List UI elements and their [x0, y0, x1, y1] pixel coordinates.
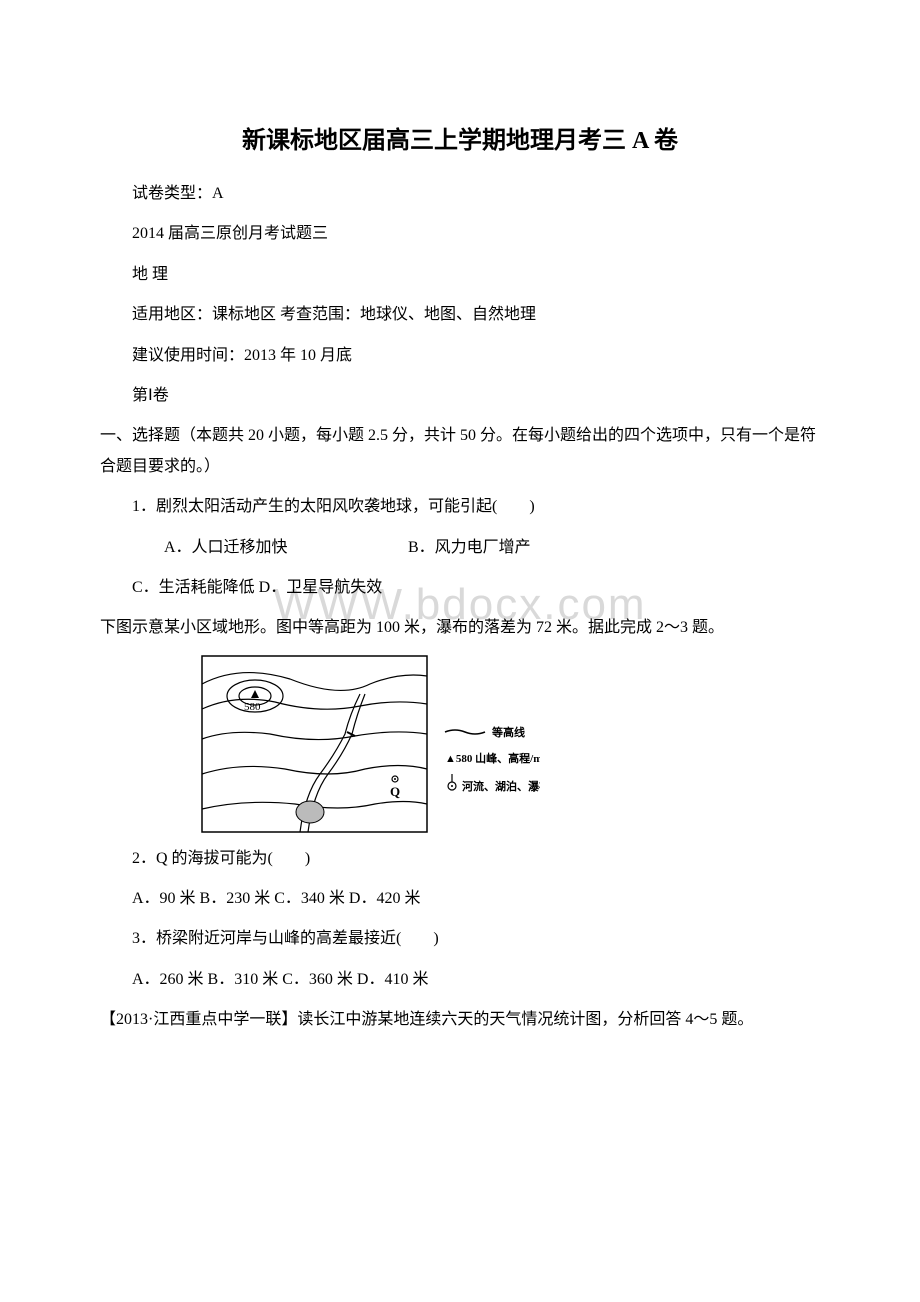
figure-intro-4-5: 【2013·江西重点中学一联】读长江中游某地连续六天的天气情况统计图，分析回答 … — [100, 1005, 820, 1035]
legend-peak: ▲580 山峰、高程/m — [445, 751, 540, 765]
applicable-region: 适用地区：课标地区 考查范围：地球仪、地图、自然地理 — [100, 300, 820, 330]
option-1b: B．风力电厂增产 — [376, 533, 531, 563]
legend-river: 河流、湖泊、瀑布 — [462, 779, 540, 793]
part-1-heading: 第Ⅰ卷 — [100, 381, 820, 411]
document-content: 新课标地区届高三上学期地理月考三 A 卷 试卷类型：A 2014 届高三原创月考… — [100, 120, 820, 1036]
topographic-figure: 580 Q 等高线 ▲580 山峰、高程/m 河流、湖泊、瀑布 — [200, 654, 820, 834]
doc-title: 新课标地区届高三上学期地理月考三 A 卷 — [100, 120, 820, 155]
question-2: 2．Q 的海拔可能为( ) — [100, 844, 820, 874]
option-1a: A．人口迁移加快 — [132, 533, 372, 563]
question-3: 3．桥梁附近河岸与山峰的高差最接近( ) — [100, 924, 820, 954]
legend-contour: 等高线 — [491, 725, 525, 739]
question-2-options: A．90 米 B．230 米 C．340 米 D．420 米 — [100, 884, 820, 914]
section-1-instructions: 一、选择题（本题共 20 小题，每小题 2.5 分，共计 50 分。在每小题给出… — [100, 421, 820, 482]
question-1-options-row1: A．人口迁移加快 B．风力电厂增产 — [100, 533, 820, 563]
suggested-date: 建议使用时间：2013 年 10 月底 — [100, 341, 820, 371]
subject: 地 理 — [100, 260, 820, 290]
peak-elevation-label: 580 — [244, 701, 261, 713]
figure-intro-2-3: 下图示意某小区域地形。图中等高距为 100 米，瀑布的落差为 72 米。据此完成… — [100, 613, 820, 643]
paper-type: 试卷类型：A — [100, 179, 820, 209]
exam-series: 2014 届高三原创月考试题三 — [100, 219, 820, 249]
question-3-options: A．260 米 B．310 米 C．360 米 D．410 米 — [100, 965, 820, 995]
q-point-label: Q — [390, 784, 400, 799]
question-1-options-row2: C．生活耗能降低 D．卫星导航失效 — [100, 573, 820, 603]
question-1: 1．剧烈太阳活动产生的太阳风吹袭地球，可能引起( ) — [100, 492, 820, 522]
